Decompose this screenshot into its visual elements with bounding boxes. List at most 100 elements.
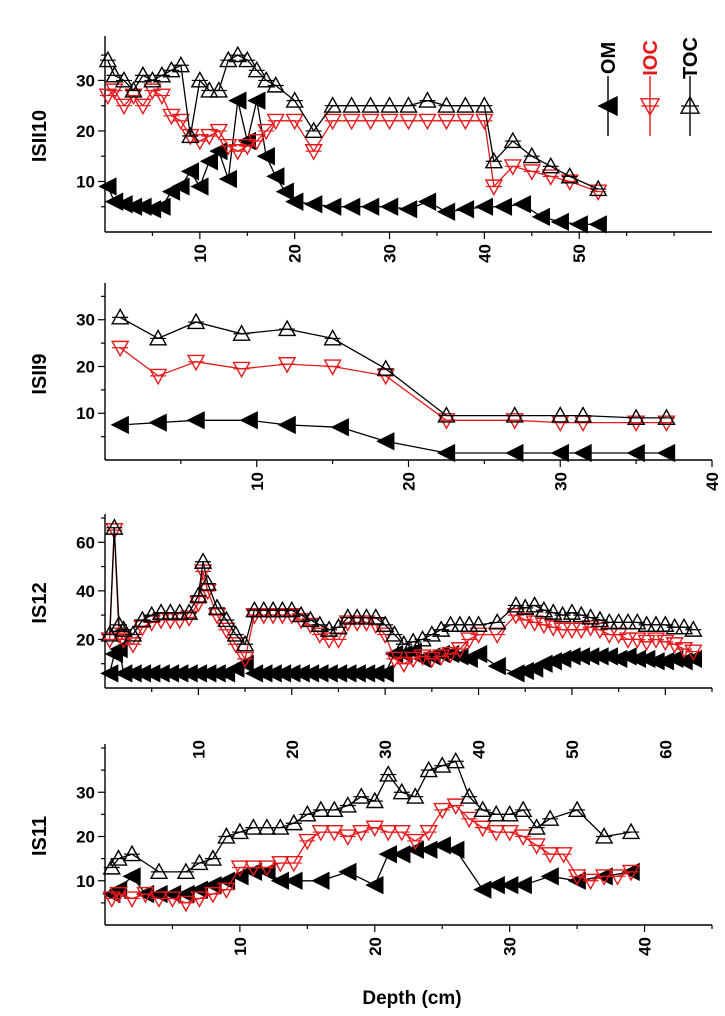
series-ioc — [98, 83, 608, 202]
data-point-ioc — [228, 144, 247, 161]
data-point-ioc — [484, 179, 504, 196]
data-point-ioc — [541, 169, 560, 186]
data-point-toc — [656, 615, 675, 632]
y-tick-label: 20 — [76, 630, 95, 649]
data-point-ioc — [506, 608, 526, 625]
data-point-ioc — [133, 98, 153, 116]
data-point-toc — [505, 406, 524, 423]
data-point-om — [266, 167, 285, 186]
data-point-om — [176, 884, 195, 904]
data-point-toc — [475, 96, 494, 113]
data-point-ioc — [277, 357, 297, 374]
panel-label: ISII10 — [29, 110, 51, 162]
data-point-om — [285, 192, 304, 211]
data-point-om — [656, 443, 676, 463]
data-point-toc — [446, 751, 465, 769]
data-point-om — [152, 197, 171, 216]
data-point-ioc — [594, 869, 614, 886]
data-point-ioc — [298, 833, 317, 851]
data-point-toc — [437, 406, 456, 423]
data-point-om — [275, 182, 294, 201]
data-point-ioc — [271, 855, 290, 873]
data-point-toc — [230, 822, 250, 840]
data-point-toc — [456, 96, 475, 113]
data-point-om — [338, 862, 357, 882]
data-point-toc — [567, 800, 587, 818]
data-point-toc — [190, 70, 210, 88]
data-point-ioc — [456, 113, 475, 131]
data-point-om — [455, 200, 475, 219]
data-point-om — [199, 152, 219, 171]
data-point-om — [122, 867, 141, 886]
data-point-toc — [271, 818, 290, 835]
data-point-ioc — [203, 886, 223, 904]
data-point-toc — [329, 617, 348, 635]
data-point-om — [392, 845, 411, 864]
data-point-om — [189, 880, 209, 899]
x-tick-label: 20 — [283, 740, 302, 759]
data-point-ioc — [581, 873, 600, 891]
data-point-om — [626, 443, 645, 463]
series-ioc — [100, 523, 703, 674]
data-point-toc — [380, 96, 399, 113]
data-point-om — [569, 215, 588, 234]
data-point-ioc — [513, 829, 533, 846]
data-point-toc — [311, 800, 331, 818]
data-point-ioc — [304, 144, 323, 161]
data-point-om — [247, 91, 266, 110]
x-tick-label: 30 — [501, 937, 520, 956]
data-point-toc — [399, 96, 418, 113]
data-point-om — [540, 867, 559, 886]
data-point-ioc — [217, 622, 236, 640]
data-point-om — [203, 876, 222, 895]
data-point-toc — [674, 617, 694, 635]
series-ioc — [102, 798, 641, 913]
data-point-om — [417, 192, 437, 211]
data-point-toc — [376, 359, 395, 376]
data-point-toc — [460, 615, 479, 632]
data-point-ioc — [562, 622, 582, 640]
data-point-toc — [123, 625, 143, 642]
legend-marker — [639, 98, 661, 117]
data-point-toc — [581, 608, 600, 625]
data-point-toc — [503, 131, 523, 149]
data-point-toc — [406, 787, 425, 804]
data-point-toc — [562, 603, 582, 620]
data-point-toc — [198, 574, 217, 591]
data-point-ioc — [406, 833, 425, 851]
legend-item-om: OM — [597, 42, 620, 136]
data-point-toc — [385, 625, 404, 642]
data-point-ioc — [102, 891, 121, 908]
data-point-ioc — [190, 891, 209, 908]
data-point-toc — [365, 791, 384, 809]
data-point-ioc — [385, 651, 404, 669]
data-point-ioc — [142, 615, 161, 632]
y-tick-label: 10 — [76, 172, 95, 191]
data-point-ioc — [403, 651, 423, 669]
data-point-ioc — [161, 612, 180, 630]
data-point-ioc — [176, 895, 196, 913]
data-point-toc — [486, 804, 506, 822]
data-point-om — [573, 443, 592, 463]
x-tick-label: 20 — [366, 937, 385, 956]
x-tick-label: 10 — [231, 937, 250, 956]
data-point-om — [468, 644, 488, 664]
x-tick-label: 10 — [248, 472, 267, 491]
data-point-ioc — [143, 83, 162, 100]
data-point-ioc — [347, 615, 367, 632]
data-point-toc — [186, 312, 206, 330]
data-point-toc — [418, 91, 437, 108]
data-point-ioc — [379, 824, 398, 842]
data-point-toc — [161, 603, 180, 620]
data-point-toc — [433, 756, 452, 773]
data-point-ioc — [338, 829, 357, 846]
x-tick-label: 20 — [286, 244, 305, 263]
data-point-ioc — [114, 98, 134, 116]
legend-label: OM — [598, 42, 620, 74]
x-tick-label: 30 — [376, 740, 395, 759]
data-point-ioc — [553, 622, 572, 640]
data-point-toc — [357, 608, 376, 625]
data-point-toc — [375, 615, 395, 632]
data-point-toc — [527, 818, 546, 835]
data-point-om — [531, 207, 550, 226]
